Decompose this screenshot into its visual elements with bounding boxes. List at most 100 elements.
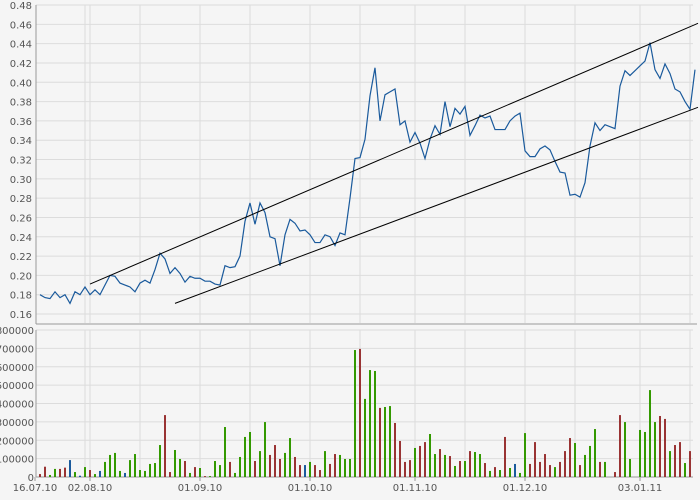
volume-tick-label: 300000 [0,418,34,429]
volume-bar [539,461,541,477]
volume-bar [529,463,531,477]
volume-bar [319,470,321,477]
volume-bar [454,465,456,477]
price-tick-label: 0.24 [10,233,32,244]
price-tick-label: 0.34 [10,136,32,147]
volume-bar [284,452,286,477]
volume-bar [119,470,121,477]
volume-bar [389,406,391,477]
volume-bar [69,460,71,477]
volume-bar [184,461,186,477]
volume-bar [164,415,166,477]
price-tick-label: 0.38 [10,98,32,109]
volume-bar [299,465,301,477]
volume-bar [239,456,241,477]
trend-line [89,22,699,285]
volume-bar [679,442,681,477]
volume-bar [624,422,626,477]
volume-bar [154,463,156,477]
volume-bar [179,458,181,477]
volume-bar [104,461,106,477]
x-tick-label: 03.01.11 [618,483,663,494]
axes [34,5,697,481]
volume-bar [354,350,356,477]
volume-bar [244,436,246,477]
volume-bar [204,476,206,477]
volume-bar [99,470,101,477]
volume-bar [684,463,686,477]
volume-bar [409,460,411,477]
volume-bar [649,390,651,477]
axis-labels: 0.16 0.18 0.20 0.22 0.24 0.26 0.28 0.30 0.32 0.34… [0,1,662,494]
volume-bar [574,443,576,477]
volume-bar [664,418,666,477]
price-tick-label: 0.46 [10,20,32,31]
volume-bar [189,472,191,477]
volume-tick-label: 400000 [0,400,34,411]
volume-tick-label: 200000 [0,436,34,447]
volume-bar [689,451,691,477]
volume-bar [364,398,366,477]
volume-bar [159,445,161,477]
x-tick-label: 02.08.10 [68,483,113,494]
volume-bar [429,434,431,477]
volume-bar [339,454,341,477]
volume-bar [114,452,116,477]
volume-bar [249,431,251,477]
volume-bar [84,467,86,477]
volume-bar [374,370,376,477]
volume-bar [74,472,76,477]
volume-tick-label: 700000 [0,344,34,355]
volume-bar [484,463,486,477]
volume-bar [259,451,261,477]
volume-bar [554,467,556,477]
volume-bar [254,461,256,477]
volume-bar [219,465,221,477]
volume-bar [369,370,371,477]
volume-bar [659,415,661,477]
price-tick-label: 0.32 [10,156,32,167]
price-tick-label: 0.16 [10,310,32,321]
volume-bar [279,458,281,477]
volume-bar [134,454,136,477]
volume-bar [289,438,291,477]
volume-bar [124,472,126,477]
volume-bar [149,463,151,477]
volume-bar [509,467,511,477]
volume-bar [504,436,506,477]
price-tick-label: 0.22 [10,252,32,263]
volume-bar [644,431,646,477]
volume-bar [394,422,396,477]
volume-bar [474,452,476,477]
x-tick-label: 01.09.10 [178,483,223,494]
volume-bar [109,454,111,477]
volume-bar [469,451,471,477]
volume-bar [234,472,236,477]
volume-bar [89,470,91,477]
volume-tick-label: 0 [28,473,34,484]
volume-bar [329,463,331,477]
volume-bar [209,476,211,477]
volume-tick-label: 100000 [0,455,34,466]
volume-bar [309,461,311,477]
price-tick-label: 0.20 [10,271,32,282]
volume-bar [604,461,606,477]
volume-bar [514,463,516,477]
volume-bar [434,454,436,477]
volume-bar [489,470,491,477]
volume-bar [674,445,676,477]
price-tick-label: 0.42 [10,59,32,70]
trend-line [174,106,699,304]
volume-bar [559,461,561,477]
volume-bar [564,451,566,477]
volume-tick-label: 500000 [0,381,34,392]
price-line [39,42,696,305]
volume-bar [544,454,546,477]
x-tick-label: 01.11.10 [393,483,438,494]
price-tick-label: 0.26 [10,213,32,224]
volume-bar [384,406,386,477]
volume-bar [229,461,231,477]
volume-bar [619,415,621,477]
volume-bar [194,467,196,477]
